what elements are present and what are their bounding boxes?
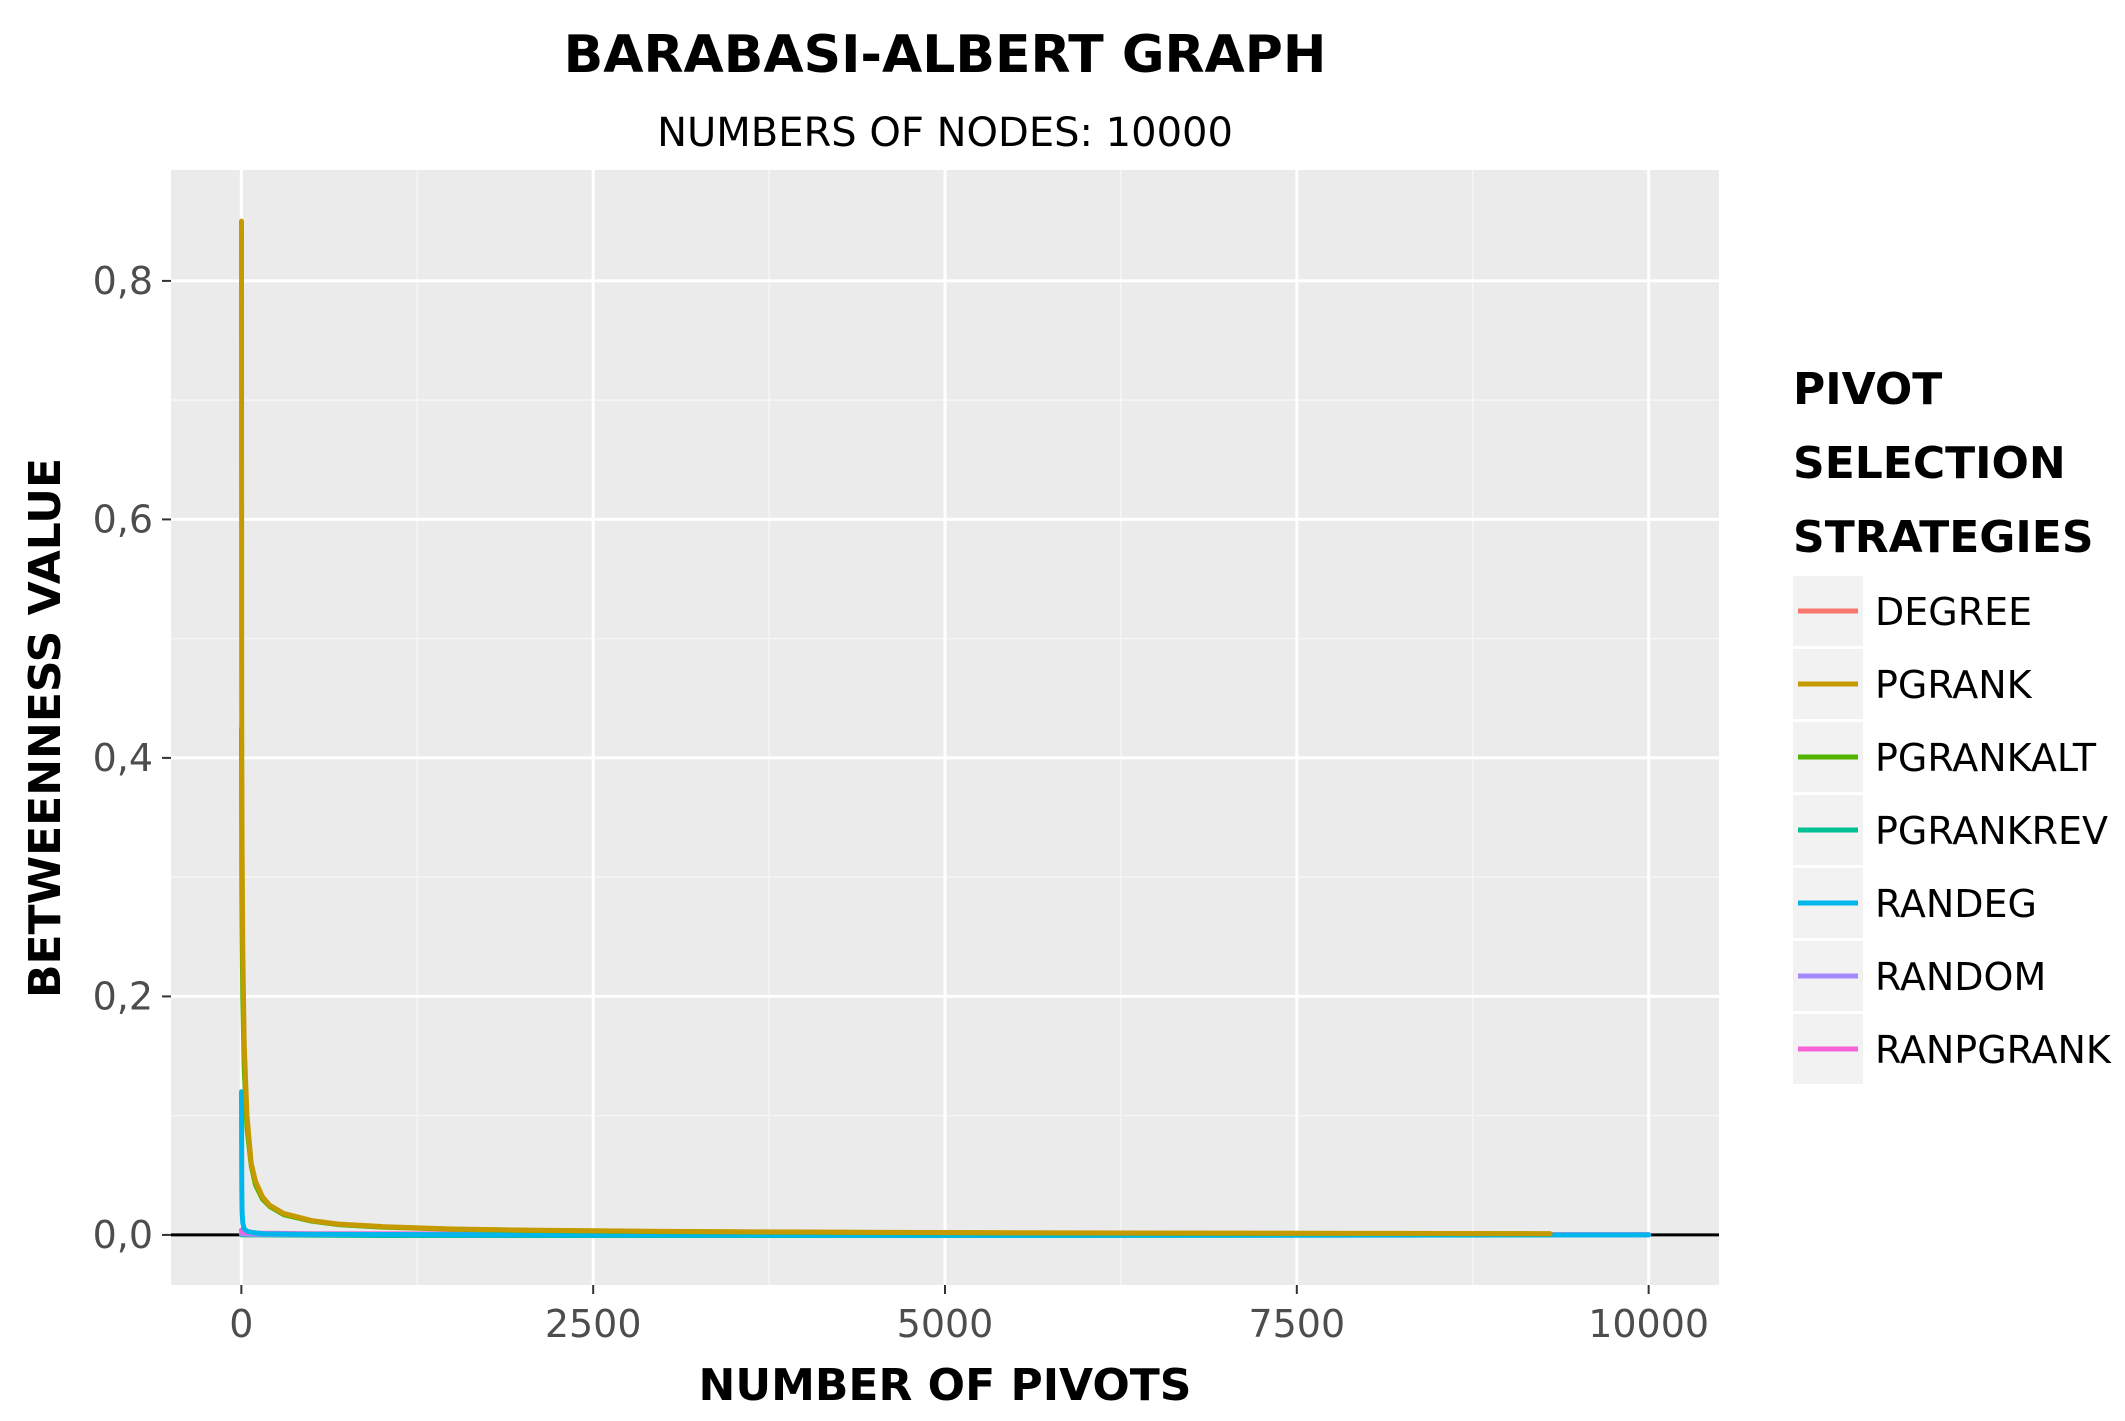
x-tick-label: 7500 xyxy=(1248,1302,1345,1346)
legend-label: RANDOM xyxy=(1875,955,2046,999)
y-tick-label: 0,8 xyxy=(93,259,153,303)
legend-label: PGRANKALT xyxy=(1875,736,2097,780)
legend-label: PGRANKREV xyxy=(1875,809,2108,853)
y-tick-label: 0,6 xyxy=(93,497,153,541)
legend-label: RANPGRANK xyxy=(1875,1028,2112,1072)
chart-subtitle: NUMBERS OF NODES: 10000 xyxy=(657,110,1233,156)
series-layer xyxy=(239,218,1652,1239)
y-axis-label: BETWEENNESS VALUE xyxy=(20,458,71,998)
x-tick-label: 10000 xyxy=(1588,1302,1709,1346)
y-tick-label: 0,0 xyxy=(93,1213,153,1257)
chart-title: BARABASI-ALBERT GRAPH xyxy=(564,25,1327,85)
legend-entries: DEGREE PGRANK PGRANKALT PGRANKREV RANDEG RAND… xyxy=(1793,576,2112,1084)
legend-title-line-2: SELECTION xyxy=(1793,438,2066,489)
legend-label: PGRANK xyxy=(1875,663,2033,707)
y-tick-label: 0,2 xyxy=(93,974,153,1018)
legend-title-line-1: PIVOT xyxy=(1793,364,1942,415)
legend-title-line-3: STRATEGIES xyxy=(1793,512,2094,563)
y-tick-label: 0,4 xyxy=(93,736,153,780)
x-tick-label: 2500 xyxy=(545,1302,642,1346)
x-tick-label: 0 xyxy=(229,1302,253,1346)
x-axis-label: NUMBER OF PIVOTS xyxy=(699,1360,1192,1411)
axis-ticks: 0 2500 5000 7500 10000 0,0 0,2 0,4 0,6 0,8 xyxy=(93,259,1710,1346)
legend-label: RANDEG xyxy=(1875,882,2037,926)
series-line-pgrank xyxy=(239,218,1553,1237)
series-line-randeg xyxy=(239,1089,1652,1238)
legend-label: DEGREE xyxy=(1875,590,2032,634)
legend: PIVOT SELECTION STRATEGIES DEGREE PGRANK P… xyxy=(1793,364,2112,1084)
x-tick-label: 5000 xyxy=(897,1302,994,1346)
